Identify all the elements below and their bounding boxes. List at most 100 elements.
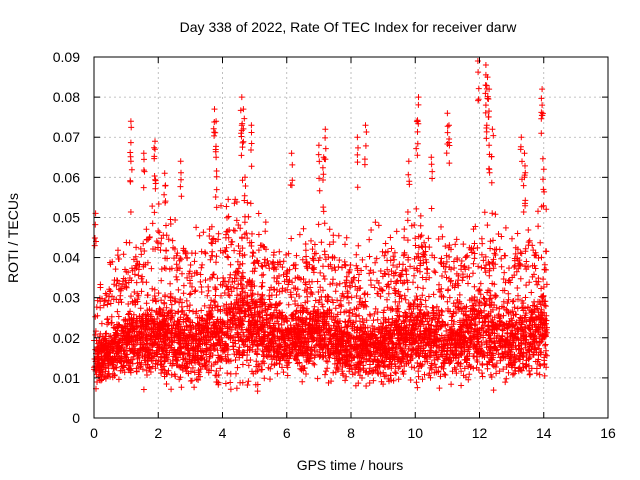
data-point	[332, 288, 339, 295]
data-point	[235, 243, 242, 249]
data-point	[372, 219, 379, 226]
data-point	[479, 370, 485, 377]
data-point	[534, 281, 541, 288]
data-point	[97, 304, 104, 311]
data-point	[233, 217, 240, 224]
data-point	[441, 371, 448, 378]
data-point	[520, 354, 527, 361]
data-point	[485, 259, 492, 266]
data-point	[332, 305, 339, 312]
data-point	[493, 360, 500, 367]
data-point	[143, 226, 150, 233]
data-point	[115, 376, 122, 383]
data-point	[254, 351, 261, 358]
data-point	[515, 296, 521, 303]
data-point	[519, 297, 525, 304]
data-point	[477, 280, 484, 287]
data-point	[357, 295, 364, 302]
data-point	[355, 277, 362, 284]
data-point	[206, 233, 213, 239]
data-point	[137, 323, 144, 330]
data-point	[191, 369, 198, 376]
data-point	[333, 364, 340, 371]
data-point	[522, 263, 528, 269]
data-point	[243, 283, 250, 289]
data-point	[438, 255, 445, 262]
data-point	[500, 312, 507, 319]
data-point	[379, 248, 386, 255]
data-point	[528, 289, 535, 296]
data-point	[223, 203, 230, 210]
data-point	[463, 253, 470, 260]
data-point	[326, 241, 333, 248]
data-point	[466, 371, 473, 378]
data-point	[402, 296, 409, 303]
data-point	[424, 266, 431, 273]
data-point	[268, 284, 275, 291]
data-point	[321, 276, 328, 282]
data-point	[242, 289, 249, 296]
data-point	[283, 251, 290, 258]
data-point	[410, 279, 416, 286]
data-point	[249, 249, 256, 256]
data-point	[140, 386, 147, 393]
data-point	[401, 234, 408, 241]
data-point	[221, 290, 228, 296]
data-point	[443, 328, 450, 334]
data-point	[509, 298, 516, 305]
data-point	[517, 275, 524, 282]
data-point	[148, 265, 155, 272]
data-point	[354, 287, 361, 294]
data-point	[359, 256, 366, 263]
data-point	[287, 289, 294, 296]
data-point	[177, 255, 184, 262]
data-point	[443, 258, 450, 265]
data-point	[380, 309, 387, 316]
data-point	[208, 239, 215, 246]
data-point	[158, 277, 165, 284]
data-point	[211, 298, 217, 305]
data-point	[502, 252, 509, 259]
data-point	[174, 250, 181, 257]
data-point	[235, 222, 242, 228]
data-point	[187, 290, 194, 297]
data-point	[96, 333, 103, 340]
data-point	[385, 290, 392, 297]
data-point	[173, 273, 180, 280]
data-point	[487, 245, 494, 252]
data-point	[132, 253, 139, 260]
data-point	[435, 236, 442, 242]
data-point	[324, 307, 331, 314]
data-point	[227, 370, 234, 377]
data-point	[421, 239, 428, 246]
data-point	[324, 298, 331, 305]
data-point	[388, 245, 395, 252]
data-point	[363, 383, 370, 389]
data-point	[234, 364, 241, 371]
data-point	[448, 277, 454, 284]
data-point	[452, 241, 459, 248]
data-point	[353, 364, 360, 370]
data-point	[415, 250, 422, 257]
data-point	[336, 257, 343, 264]
data-point	[482, 253, 489, 260]
data-point	[149, 220, 156, 227]
data-point	[484, 222, 491, 229]
data-point	[249, 368, 255, 375]
data-point	[511, 304, 518, 311]
data-point	[450, 258, 457, 265]
data-point	[218, 202, 224, 209]
data-point	[465, 280, 471, 287]
data-point	[279, 364, 285, 371]
data-point	[293, 252, 300, 259]
data-point	[213, 204, 220, 211]
data-point	[363, 317, 370, 324]
data-point	[226, 292, 233, 299]
data-point	[262, 228, 269, 235]
data-point	[154, 239, 161, 246]
data-point	[151, 209, 158, 216]
data-point	[327, 281, 334, 288]
data-point	[290, 262, 297, 269]
data-point	[293, 320, 300, 327]
data-point	[222, 248, 229, 255]
